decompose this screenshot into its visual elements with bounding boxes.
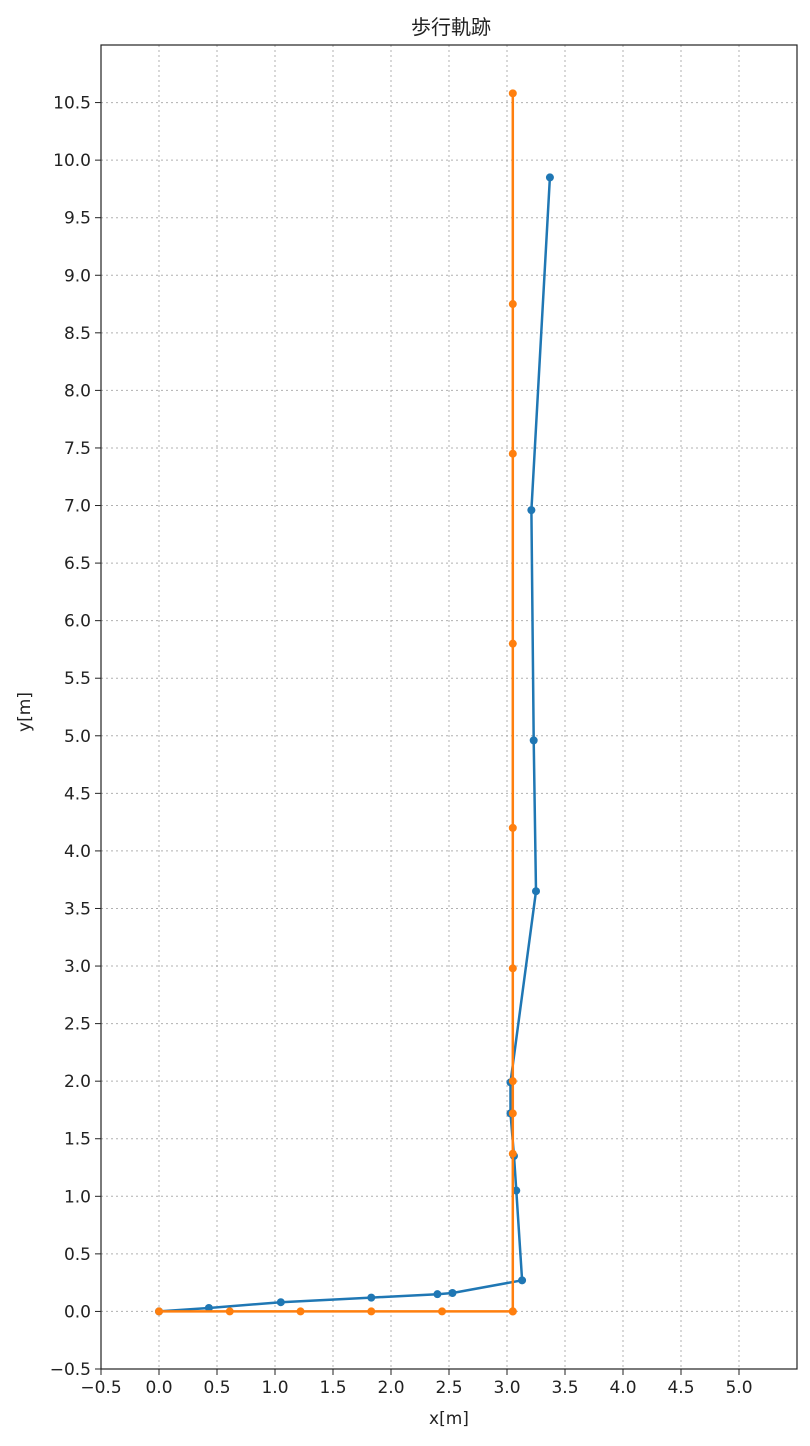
y-tick-label: −0.5 xyxy=(50,1360,91,1380)
y-tick-label: 7.0 xyxy=(64,497,91,517)
x-tick-label: 0.0 xyxy=(145,1378,172,1398)
y-tick-label: 4.0 xyxy=(64,842,91,862)
y-tick-label: 0.0 xyxy=(64,1302,91,1322)
data-point xyxy=(367,1307,376,1316)
data-point xyxy=(508,823,517,832)
y-tick-label: 1.5 xyxy=(64,1130,91,1150)
x-tick-label: −0.5 xyxy=(80,1378,121,1398)
y-axis-label: y[m] xyxy=(15,692,35,732)
y-tick-label: 7.5 xyxy=(64,439,91,459)
data-point xyxy=(276,1298,285,1307)
y-tick-label: 0.5 xyxy=(64,1245,91,1265)
data-point xyxy=(508,300,517,309)
y-tick-label: 4.5 xyxy=(64,784,91,804)
data-point xyxy=(155,1307,163,1316)
y-tick-label: 8.0 xyxy=(64,381,91,401)
y-tick-label: 9.5 xyxy=(64,209,91,229)
x-tick-label: 0.5 xyxy=(203,1378,230,1398)
x-axis-label: x[m] xyxy=(429,1409,469,1429)
y-tick-label: 5.0 xyxy=(64,727,91,747)
x-axis-ticks: −0.5 0.0 0.5 1.0 1.5 2.0 2.5 3.0 3.5 4.0 4.5 5.0 xyxy=(80,1369,753,1398)
data-point xyxy=(532,887,540,896)
data-point xyxy=(518,1276,527,1285)
y-tick-label: 1.0 xyxy=(64,1187,91,1207)
y-tick-label: 3.5 xyxy=(64,899,91,919)
data-point xyxy=(508,1307,517,1316)
data-point xyxy=(508,964,517,973)
x-tick-label: 3.0 xyxy=(493,1378,520,1398)
data-point xyxy=(296,1307,305,1316)
data-point xyxy=(508,449,517,458)
y-tick-label: 3.0 xyxy=(64,957,91,977)
y-tick-label: 2.5 xyxy=(64,1015,91,1035)
data-point xyxy=(527,506,536,515)
data-point xyxy=(508,89,517,98)
series-line xyxy=(159,92,515,1313)
x-tick-label: 5.0 xyxy=(725,1378,752,1398)
x-tick-label: 1.5 xyxy=(319,1378,346,1398)
grid xyxy=(100,45,797,1370)
y-tick-label: 5.5 xyxy=(64,669,91,689)
series-layer xyxy=(155,89,554,1316)
data-point xyxy=(508,1077,517,1086)
y-tick-label: 6.0 xyxy=(64,612,91,632)
data-point xyxy=(508,1109,517,1118)
data-point xyxy=(438,1307,447,1316)
y-tick-label: 10.5 xyxy=(53,94,91,114)
data-point xyxy=(448,1289,457,1298)
data-point xyxy=(508,639,517,648)
data-point xyxy=(512,1186,521,1195)
data-point xyxy=(433,1290,442,1299)
series-2 xyxy=(155,89,517,1316)
x-tick-label: 4.0 xyxy=(609,1378,636,1398)
y-tick-label: 2.0 xyxy=(64,1072,91,1092)
x-tick-label: 2.5 xyxy=(435,1378,462,1398)
chart-title: 歩行軌跡 xyxy=(411,15,491,39)
x-tick-label: 1.0 xyxy=(261,1378,288,1398)
y-tick-label: 8.5 xyxy=(64,324,91,344)
data-point xyxy=(508,1149,517,1158)
data-point xyxy=(545,173,554,182)
x-tick-label: 4.5 xyxy=(667,1378,694,1398)
x-tick-label: 2.0 xyxy=(377,1378,404,1398)
y-tick-label: 10.0 xyxy=(53,151,91,171)
data-point xyxy=(367,1293,376,1302)
x-tick-label: 3.5 xyxy=(551,1378,578,1398)
y-axis-ticks: −0.5 0.0 0.5 1.0 1.5 2.0 2.5 3.0 3.5 4.0 4.5 5.0 5.5… xyxy=(50,94,101,1380)
data-point xyxy=(225,1307,234,1316)
y-tick-label: 6.5 xyxy=(64,554,91,574)
data-point xyxy=(529,736,538,745)
y-tick-label: 9.0 xyxy=(64,266,91,286)
data-point xyxy=(204,1303,213,1312)
